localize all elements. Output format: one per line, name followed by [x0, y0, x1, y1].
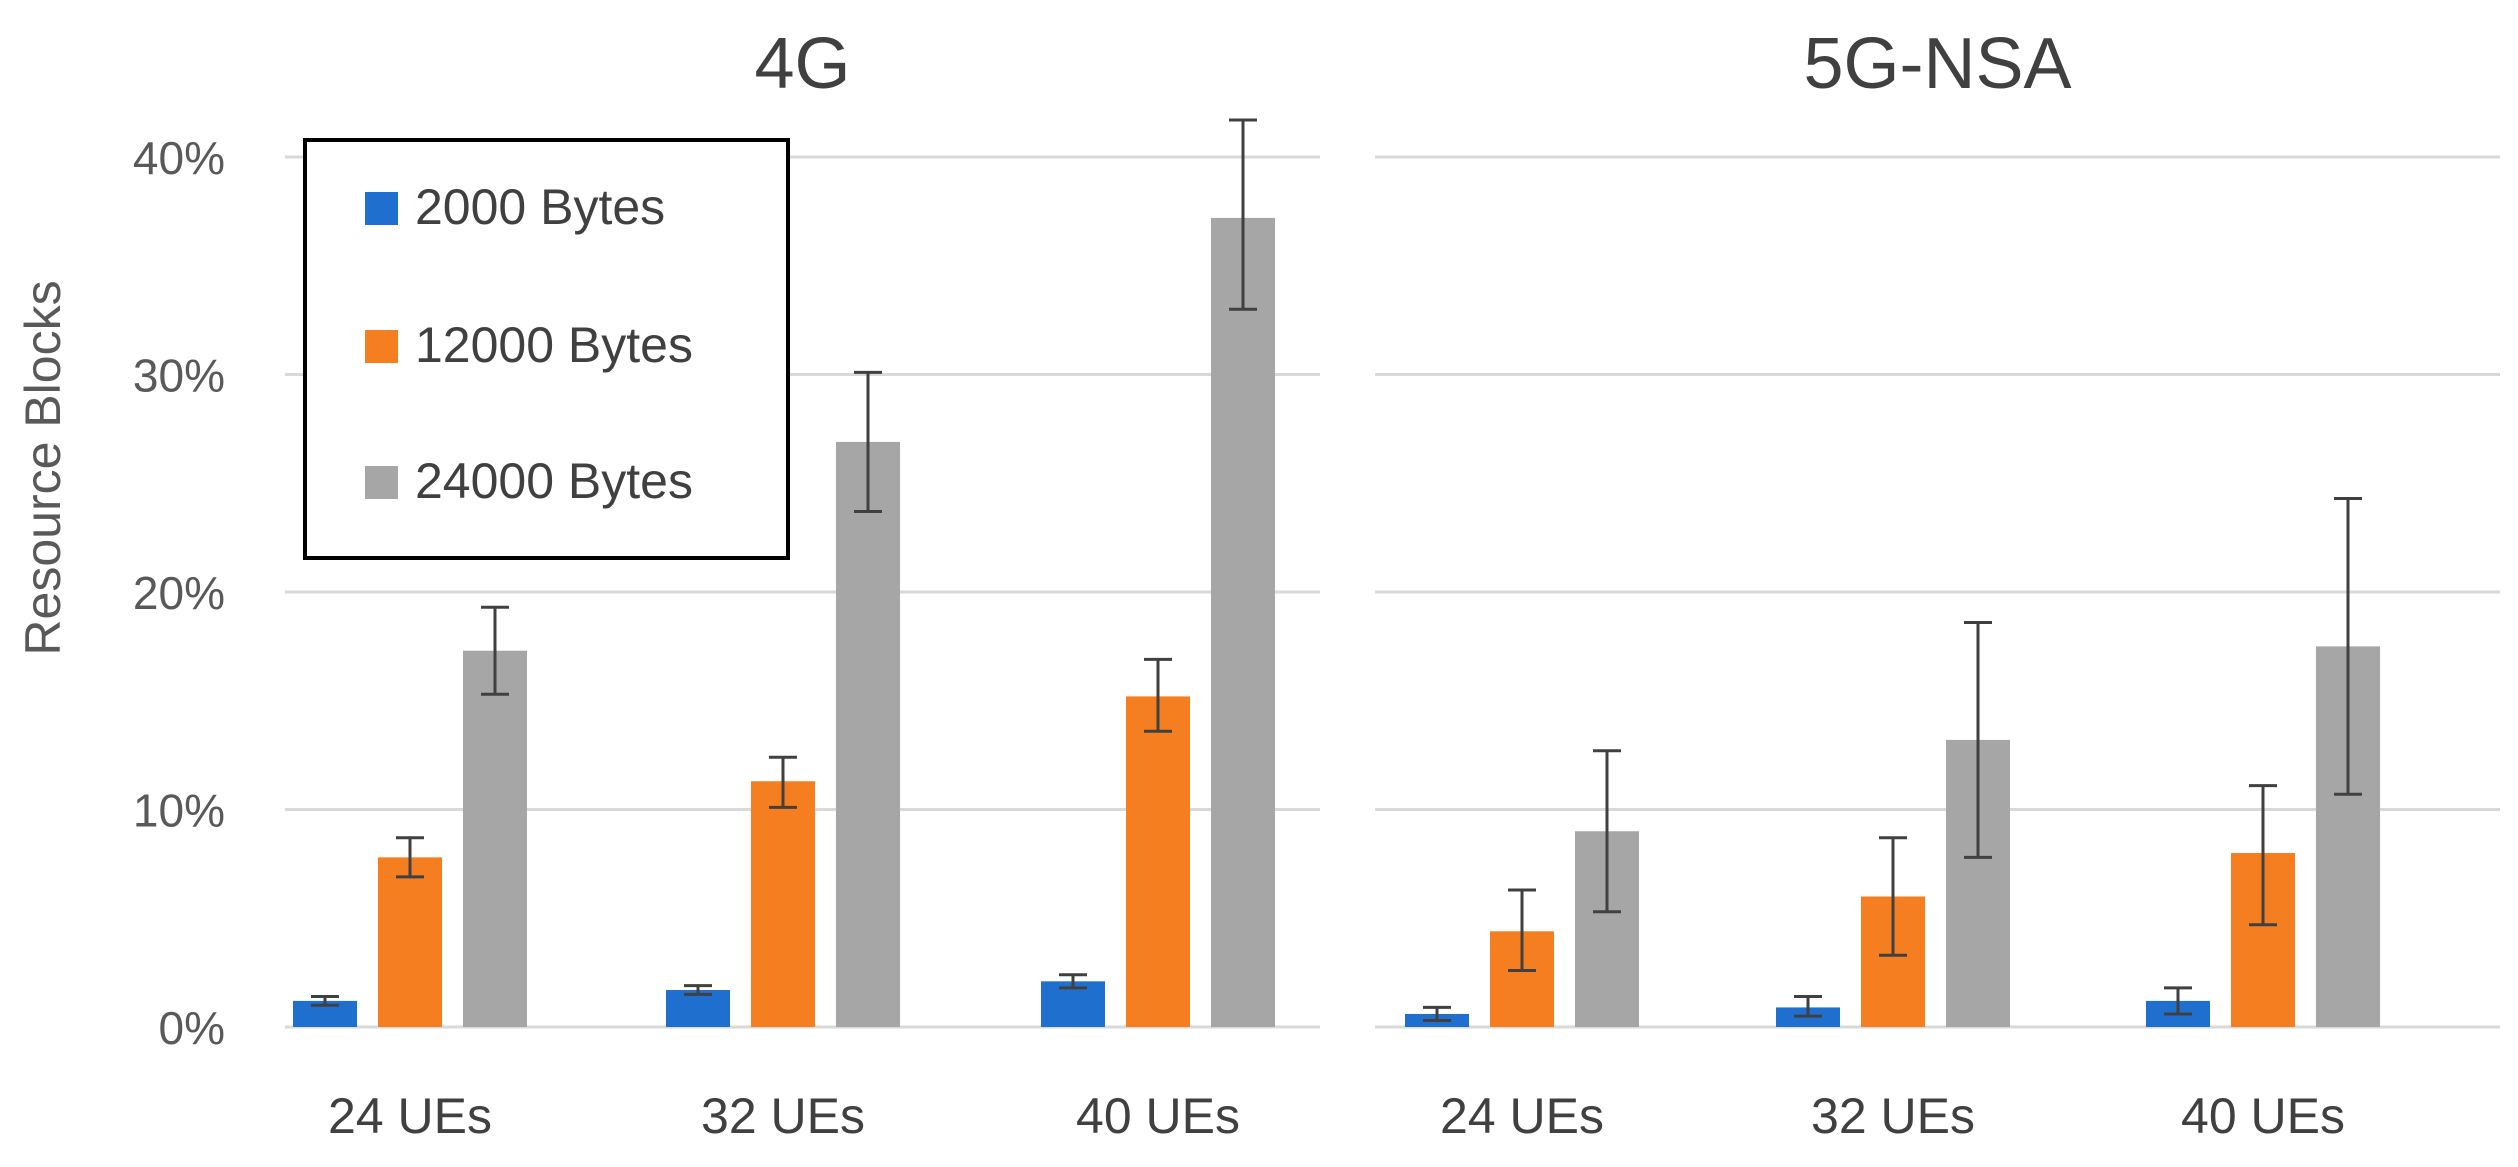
error-bar-5g-nsa-2-2: [1879, 836, 1907, 957]
error-bar-5g-nsa-3-3: [2334, 496, 2362, 796]
legend-entry-3: 24000 Bytes: [365, 453, 693, 509]
error-bar-4g-3-3: [1229, 118, 1257, 311]
error-bar-4g-1-3: [481, 605, 509, 696]
bar-4g-2-3: [836, 441, 900, 1027]
panel-titles: 4G 5G-NSA: [754, 24, 2071, 104]
legend-label: 24000 Bytes: [415, 453, 693, 509]
y-tick-label: 10%: [133, 785, 225, 837]
legend-label: 2000 Bytes: [415, 179, 665, 235]
x-tick-label: 40 UEs: [2181, 1088, 2345, 1144]
error-bar-5g-nsa-1-1: [1423, 1005, 1451, 1022]
y-tick-label: 40%: [133, 132, 225, 184]
legend-swatch: [365, 330, 398, 363]
error-bar-5g-nsa-2-1: [1794, 995, 1822, 1018]
panel-title-2: 5G-NSA: [1803, 24, 2071, 104]
y-tick-label: 0%: [159, 1002, 225, 1054]
legend-swatch: [365, 192, 398, 225]
legend: 2000 Bytes 12000 Bytes 24000 Bytes: [303, 138, 790, 560]
bar-4g-1-3: [463, 650, 527, 1027]
bar-4g-2-2: [751, 781, 815, 1027]
legend-label: 12000 Bytes: [415, 317, 693, 373]
error-bar-5g-nsa-1-2: [1508, 888, 1536, 972]
legend-swatch: [365, 466, 398, 499]
bar-4g-3-2: [1126, 696, 1190, 1027]
x-tick-label: 40 UEs: [1076, 1088, 1240, 1144]
error-bar-4g-1-1: [311, 995, 339, 1007]
error-bar-4g-1-2: [396, 836, 424, 879]
legend-entry-1: 2000 Bytes: [365, 179, 665, 235]
x-tick-label: 24 UEs: [328, 1088, 492, 1144]
error-bars: [311, 118, 2362, 1022]
bar-4g-3-3: [1211, 217, 1275, 1027]
error-bar-4g-2-1: [684, 984, 712, 996]
error-bar-5g-nsa-3-2: [2249, 784, 2277, 927]
bar-4g-2-1: [666, 990, 730, 1027]
error-bar-4g-3-2: [1144, 657, 1172, 733]
y-axis-tick-labels: 0% 10% 20% 30% 40%: [133, 132, 225, 1054]
x-tick-label: 32 UEs: [1811, 1088, 1975, 1144]
error-bar-4g-3-1: [1059, 973, 1087, 990]
error-bar-5g-nsa-2-3: [1964, 620, 1992, 859]
x-tick-label: 24 UEs: [1440, 1088, 1604, 1144]
y-axis-label: Resource Blocks: [15, 280, 71, 655]
x-axis-tick-labels: 24 UEs 32 UEs 40 UEs 24 UEs 32 UEs 40 UEs: [328, 1088, 2345, 1144]
legend-entry-2: 12000 Bytes: [365, 317, 693, 373]
x-tick-label: 32 UEs: [701, 1088, 865, 1144]
error-bar-5g-nsa-3-1: [2164, 986, 2192, 1016]
error-bar-5g-nsa-1-3: [1593, 749, 1621, 914]
error-bar-4g-2-3: [854, 370, 882, 514]
bar-4g-1-2: [378, 857, 442, 1027]
panel-title-1: 4G: [754, 24, 850, 104]
y-tick-label: 30%: [133, 350, 225, 402]
y-tick-label: 20%: [133, 567, 225, 619]
error-bar-4g-2-2: [769, 755, 797, 809]
